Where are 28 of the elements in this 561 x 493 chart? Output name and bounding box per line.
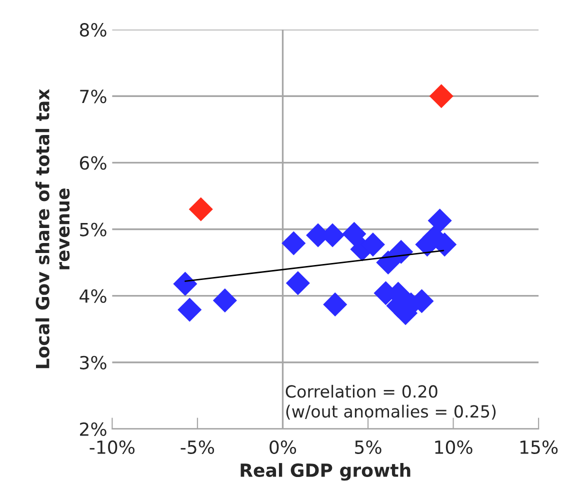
- point: [178, 298, 202, 322]
- x-axis-title: Real GDP growth: [240, 463, 410, 481]
- y-tick-label: 6%: [80, 156, 106, 170]
- point: [389, 240, 414, 264]
- x-tick-label: -5%: [180, 440, 214, 454]
- point: [342, 222, 366, 246]
- point: [429, 84, 454, 108]
- point: [428, 208, 452, 233]
- y-tick-label: 2%: [80, 422, 106, 436]
- x-tick-label: 10%: [435, 440, 472, 454]
- point: [173, 272, 198, 296]
- point: [212, 288, 237, 312]
- y-tick-label: 7%: [80, 90, 106, 104]
- point: [286, 271, 310, 296]
- point: [282, 231, 306, 256]
- annotation: Correlation = 0.20 (w/out anomalies = 0.25): [286, 384, 496, 420]
- y-tick-label: 3%: [80, 356, 106, 370]
- x-tick-label: -10%: [90, 440, 135, 454]
- y-tick-label: 4%: [80, 289, 106, 303]
- x-tick-label: 5%: [355, 440, 382, 454]
- y-axis-title: Local Gov share of total tax revenue: [35, 88, 70, 368]
- point: [323, 292, 348, 316]
- point: [376, 250, 400, 275]
- x-tick-label: 15%: [520, 440, 558, 454]
- y-tick-label: 8%: [80, 23, 106, 37]
- y-tick-label: 5%: [80, 222, 106, 236]
- x-tick-label: 0%: [270, 440, 296, 454]
- point: [188, 197, 213, 222]
